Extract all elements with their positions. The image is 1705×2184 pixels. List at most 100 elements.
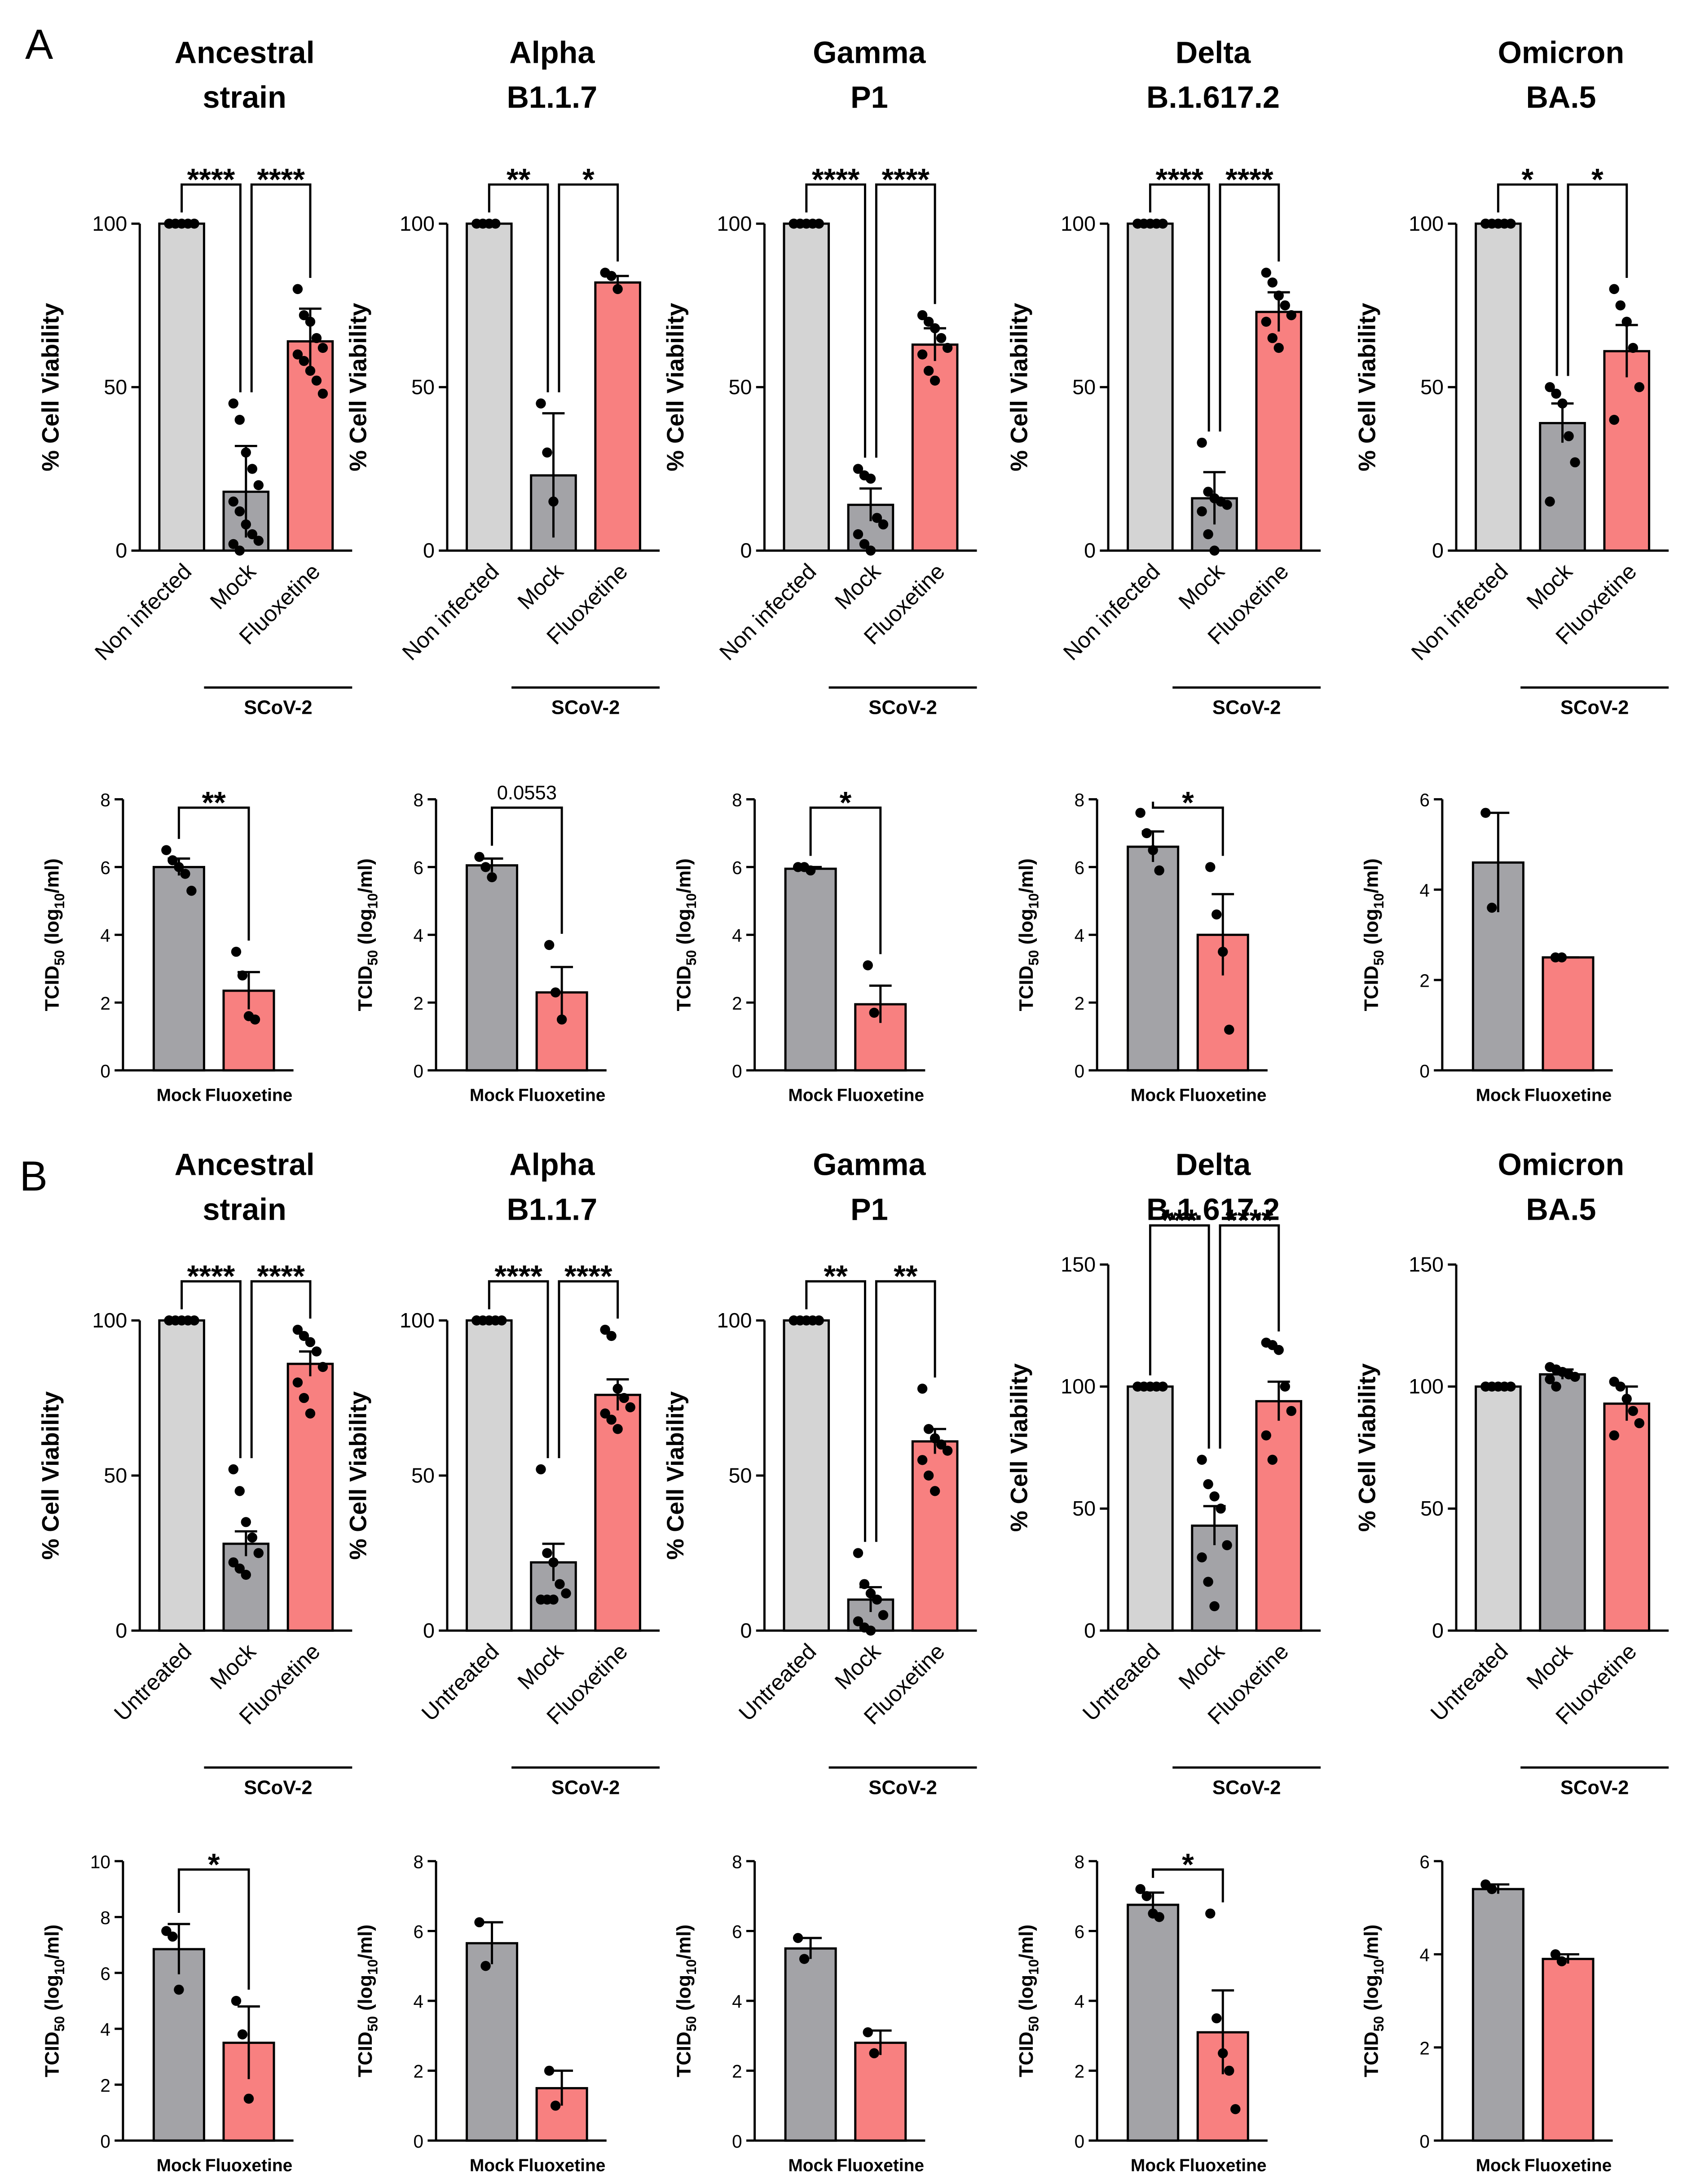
data-point xyxy=(299,1393,309,1403)
bar xyxy=(783,222,830,552)
data-point xyxy=(936,1439,947,1450)
significance-label: * xyxy=(208,1847,220,1882)
data-point xyxy=(490,219,501,229)
bar xyxy=(784,867,837,1072)
y-axis-label-part: 50 xyxy=(683,950,699,966)
y-axis-label-part: 50 xyxy=(683,2016,699,2032)
y-axis-label-part: 10 xyxy=(1371,1959,1387,1975)
y-tick-label: 6 xyxy=(100,857,110,878)
data-point xyxy=(292,1324,303,1335)
y-tick-label: 6 xyxy=(1419,1851,1430,1872)
chart-title: Delta xyxy=(1176,35,1251,70)
y-tick-label: 0 xyxy=(1075,1061,1084,1081)
data-point xyxy=(299,310,309,321)
data-point xyxy=(536,1464,546,1475)
data-point xyxy=(1570,457,1580,468)
x-tick-label: Mock xyxy=(830,558,886,614)
data-point xyxy=(234,1486,245,1496)
x-tick-label: Non infected xyxy=(397,558,504,665)
y-tick-label: 6 xyxy=(1075,1921,1084,1942)
bar xyxy=(1539,422,1586,552)
y-tick-label: 100 xyxy=(1409,1375,1444,1398)
y-tick-label: 8 xyxy=(732,1851,742,1872)
data-point xyxy=(305,316,316,327)
data-point xyxy=(1570,1371,1580,1382)
group-label: SCoV-2 xyxy=(1560,697,1629,719)
data-point xyxy=(1550,1949,1561,1960)
chart-title: Delta xyxy=(1176,1147,1251,1182)
y-tick-label: 2 xyxy=(100,2075,110,2096)
bar xyxy=(594,1393,641,1632)
data-point xyxy=(1224,2065,1234,2076)
y-tick-label: 50 xyxy=(1072,375,1096,399)
data-point xyxy=(474,1917,485,1928)
data-point xyxy=(1487,902,1497,913)
y-axis-label-part: (log xyxy=(355,909,376,950)
y-axis-label-part: TCID xyxy=(1016,966,1037,1011)
y-tick-label: 150 xyxy=(1409,1252,1444,1276)
significance-label: 0.0553 xyxy=(497,782,557,804)
data-point xyxy=(228,497,238,507)
y-tick-label: 2 xyxy=(732,2061,742,2082)
y-tick-label: 100 xyxy=(1061,1375,1096,1398)
data-point xyxy=(1197,506,1207,517)
y-axis-label-part: /ml) xyxy=(673,1925,695,1959)
x-tick-label: Untreated xyxy=(417,1639,504,1726)
y-tick-label: 4 xyxy=(732,1991,742,2012)
y-axis-label-part: 10 xyxy=(683,893,699,909)
data-point xyxy=(180,869,190,879)
data-point xyxy=(167,1931,178,1942)
y-tick-label: 4 xyxy=(414,925,424,946)
data-point xyxy=(234,545,245,556)
data-point xyxy=(600,1408,610,1419)
x-tick-label: Mock xyxy=(1522,558,1577,614)
data-point xyxy=(619,1393,629,1403)
data-point xyxy=(1218,2048,1228,2058)
x-tick-label: Mock xyxy=(470,2156,515,2175)
data-point xyxy=(189,219,199,229)
bar xyxy=(466,222,513,552)
x-tick-label: Mock xyxy=(157,2156,202,2175)
data-point xyxy=(1261,268,1271,278)
y-tick-label: 100 xyxy=(400,1309,435,1332)
data-point xyxy=(853,1548,864,1558)
data-point xyxy=(1634,382,1644,392)
bar xyxy=(854,2041,907,2142)
y-axis-label: % Cell Viability xyxy=(345,303,371,471)
y-tick-label: 4 xyxy=(414,1991,424,2012)
y-axis-label-part: 10 xyxy=(1026,1959,1041,1975)
y-axis-label-part: 50 xyxy=(52,950,67,966)
y-tick-label: 0 xyxy=(1075,2131,1084,2152)
data-point xyxy=(231,946,242,957)
data-point xyxy=(1135,1884,1145,1894)
subchart: Delta B.1.617.2 0 50 100 150 % Cell Viability U… xyxy=(1006,1147,1321,1798)
significance-label: ** xyxy=(202,786,226,820)
significance-label: ** xyxy=(894,1259,918,1294)
data-point xyxy=(542,447,552,458)
y-axis-label-part: 50 xyxy=(365,950,380,966)
data-point xyxy=(1141,828,1152,839)
data-point xyxy=(548,1594,559,1605)
bar xyxy=(911,343,959,552)
y-tick-label: 4 xyxy=(732,925,742,946)
data-point xyxy=(923,365,934,376)
chart-title: B1.1.7 xyxy=(507,1192,597,1226)
data-point xyxy=(299,1331,309,1341)
x-tick-label: Fluoxetine xyxy=(1524,1086,1612,1105)
x-tick-label: Mock xyxy=(1174,558,1229,614)
bar xyxy=(466,1942,519,2142)
data-point xyxy=(865,474,876,484)
chart-title: Alpha xyxy=(509,35,595,70)
significance-label: * xyxy=(1182,1847,1194,1882)
x-tick-label: Mock xyxy=(512,1639,568,1694)
subchart: Ancestral strain 0 50 100 % Cell Viability Unt… xyxy=(38,1147,352,1798)
bar xyxy=(1542,956,1595,1072)
data-point xyxy=(1545,497,1555,507)
data-point xyxy=(241,519,251,530)
bar xyxy=(1127,1385,1174,1632)
y-axis-label-part: TCID xyxy=(1361,2032,1383,2078)
data-point xyxy=(234,506,245,517)
y-tick-label: 8 xyxy=(100,1907,110,1928)
x-tick-label: Mock xyxy=(788,2156,833,2175)
significance-bracket xyxy=(250,183,312,392)
